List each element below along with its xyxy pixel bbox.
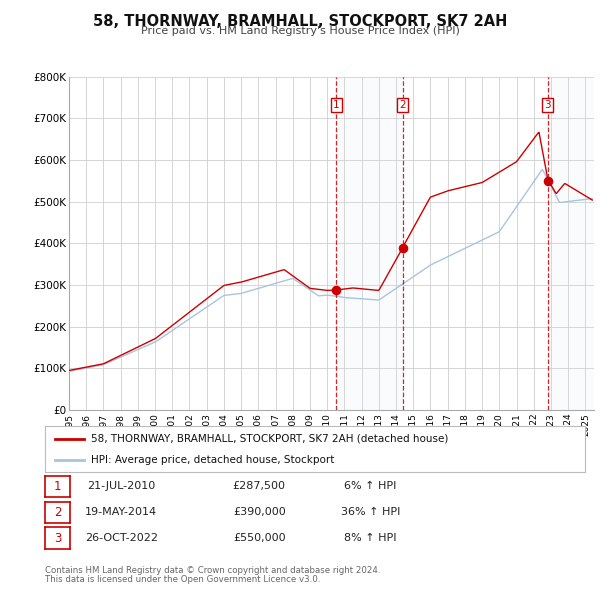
- Text: 3: 3: [54, 532, 61, 545]
- Text: 3: 3: [545, 100, 551, 110]
- Text: Price paid vs. HM Land Registry's House Price Index (HPI): Price paid vs. HM Land Registry's House …: [140, 26, 460, 36]
- Text: 2: 2: [399, 100, 406, 110]
- Text: £287,500: £287,500: [233, 481, 286, 491]
- Text: 36% ↑ HPI: 36% ↑ HPI: [341, 507, 400, 517]
- Point: [332, 286, 341, 295]
- Point: [398, 243, 407, 253]
- Text: 58, THORNWAY, BRAMHALL, STOCKPORT, SK7 2AH: 58, THORNWAY, BRAMHALL, STOCKPORT, SK7 2…: [93, 14, 507, 29]
- Bar: [548, 77, 594, 410]
- Text: 1: 1: [333, 100, 340, 110]
- Text: 8% ↑ HPI: 8% ↑ HPI: [344, 533, 397, 543]
- Text: 26-OCT-2022: 26-OCT-2022: [85, 533, 158, 543]
- Text: £550,000: £550,000: [233, 533, 286, 543]
- Text: 19-MAY-2014: 19-MAY-2014: [85, 507, 157, 517]
- Text: 6% ↑ HPI: 6% ↑ HPI: [344, 481, 397, 491]
- Text: 58, THORNWAY, BRAMHALL, STOCKPORT, SK7 2AH (detached house): 58, THORNWAY, BRAMHALL, STOCKPORT, SK7 2…: [91, 434, 448, 444]
- Text: 2: 2: [54, 506, 61, 519]
- Text: This data is licensed under the Open Government Licence v3.0.: This data is licensed under the Open Gov…: [45, 575, 320, 584]
- Text: HPI: Average price, detached house, Stockport: HPI: Average price, detached house, Stoc…: [91, 455, 334, 466]
- Text: 21-JUL-2010: 21-JUL-2010: [87, 481, 155, 491]
- Bar: [337, 77, 403, 410]
- Text: £390,000: £390,000: [233, 507, 286, 517]
- Text: 1: 1: [54, 480, 61, 493]
- Text: Contains HM Land Registry data © Crown copyright and database right 2024.: Contains HM Land Registry data © Crown c…: [45, 566, 380, 575]
- Point: [543, 176, 553, 186]
